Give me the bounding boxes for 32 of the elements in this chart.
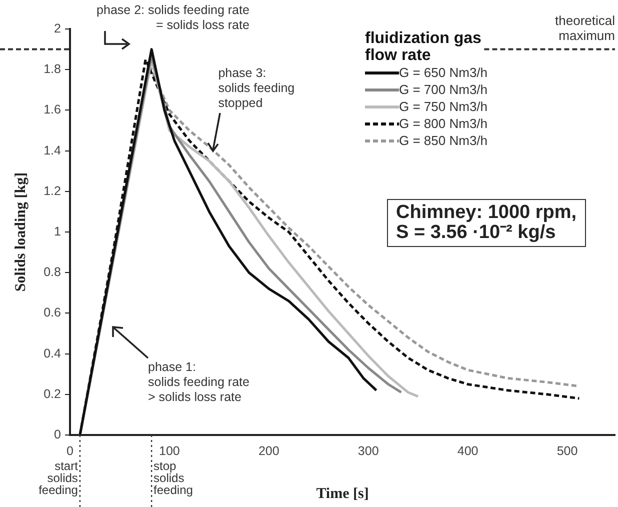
y-tick-label: 0.4	[44, 346, 62, 360]
ref-line-label: start solids feeding	[38, 459, 78, 497]
y-tick-label: 0	[54, 427, 62, 442]
y-axis-title: Solids loading [kg]	[12, 172, 29, 292]
legend-title: fluidization gas flow rate	[365, 30, 482, 64]
ref-line-label: stop solids feeding	[154, 459, 194, 497]
x-tick-label: 200	[258, 444, 280, 458]
legend-label: G = 800 Nm3/h	[399, 116, 488, 131]
legend-label: G = 650 Nm3/h	[399, 65, 488, 80]
annotation: phase 2: solids feeding rate = solids loss rate	[96, 3, 250, 34]
y-tick-label: 1.2	[44, 184, 62, 198]
y-tick-label: 1	[54, 224, 62, 238]
legend-label: G = 750 Nm3/h	[399, 99, 488, 114]
y-tick-label: 1.8	[44, 62, 62, 76]
legend-label: G = 850 Nm3/h	[399, 133, 488, 148]
x-tick-label: 400	[457, 444, 478, 458]
y-tick-label: 1.4	[44, 143, 62, 158]
y-tick-label: 1.6	[44, 102, 62, 117]
ref-line-label: theoretical maximum	[554, 13, 615, 44]
x-tick-label: 100	[159, 444, 180, 458]
y-tick-label: 0.2	[44, 386, 62, 401]
x-tick-label: 500	[556, 444, 578, 458]
y-tick-label: 0.8	[44, 265, 62, 280]
annotation: phase 1: solids feeding rate > solids loss rate	[148, 360, 250, 405]
annotation: phase 3: solids feeding stopped	[218, 66, 295, 111]
x-tick-label: 300	[358, 444, 379, 458]
y-tick-label: 0.6	[44, 306, 62, 320]
legend-label: G = 700 Nm3/h	[399, 82, 488, 97]
x-axis-title: Time [s]	[316, 486, 369, 502]
annotation: Chimney: 1000 rpm, S = 3.56 ·10⁻² kg/s	[387, 199, 586, 247]
y-tick-label: 2	[54, 21, 62, 36]
x-tick-label: 0	[66, 444, 74, 458]
